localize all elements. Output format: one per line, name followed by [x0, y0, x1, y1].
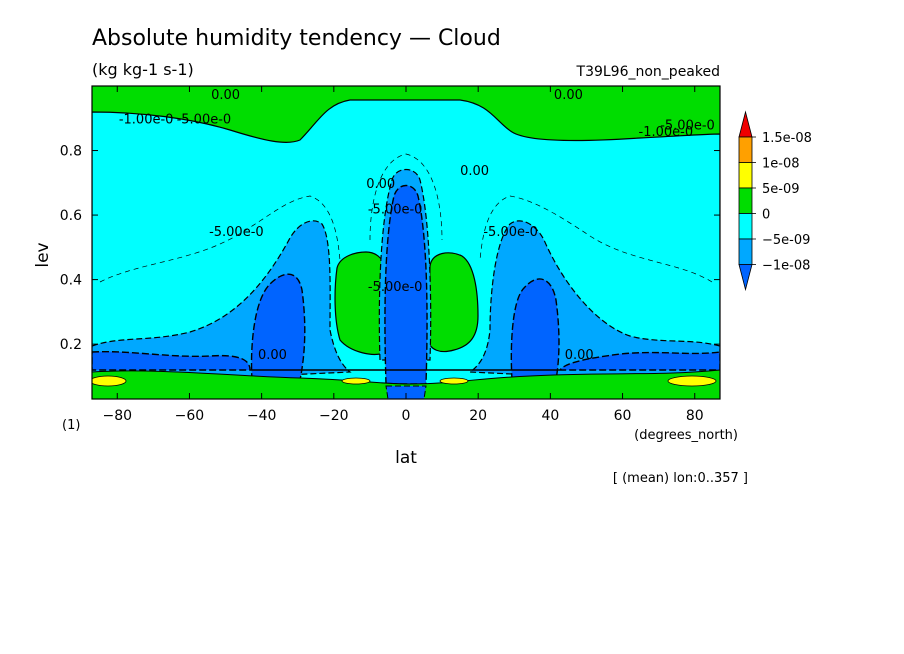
field-yellow-center-left — [341, 377, 371, 385]
axes: −80 −60 −40 −20 0 20 40 60 80 0.2 0.4 0.6 0.8 — [60, 86, 720, 424]
x-tick-label: −60 — [175, 408, 205, 424]
contour-label: -1.00e-0 — [119, 112, 174, 127]
contour-label: 0.00 — [211, 88, 240, 103]
contour-label: 0.00 — [366, 177, 395, 192]
field-yellow-center-right — [439, 377, 469, 385]
chart-subtitle: (kg kg-1 s-1) — [92, 60, 194, 79]
x-tick-label: −40 — [247, 408, 277, 424]
colorbar-cell — [738, 213, 753, 240]
y-tick-label: 0.8 — [60, 144, 82, 160]
x-tick-label: 40 — [541, 408, 559, 424]
colorbar-cell — [738, 238, 753, 265]
y-tick-label: 0.4 — [60, 273, 82, 289]
colorbar-cell — [738, 187, 753, 214]
colorbar-cell — [738, 162, 753, 189]
field-deep-center-tower — [384, 184, 428, 385]
y-unit-label: (1) — [62, 418, 80, 433]
field-deep-lower-band — [92, 350, 720, 371]
field-deep-left-tower — [250, 273, 306, 381]
contour-labels: 0.00 0.00 -5.00e-0 -5.00e-0 -5.00e-0 -5.00e-0… — [119, 88, 715, 363]
colorbar-label: −5e-09 — [762, 233, 810, 248]
averaging-note: [ (mean) lon:0..357 ] — [613, 471, 748, 486]
contour-label: 0.00 — [258, 348, 287, 363]
y-tick-label: 0.6 — [60, 208, 82, 224]
plot-area — [92, 86, 720, 399]
y-tick-label: 0.2 — [60, 337, 82, 353]
y-axis-label: lev — [33, 242, 53, 267]
contour-label: 0.00 — [460, 164, 489, 179]
colorbar-cell — [738, 136, 753, 163]
colorbar-top-arrow — [738, 110, 753, 138]
field-surface-center-column — [385, 385, 427, 399]
contour-dashed-outer-right — [479, 195, 713, 283]
chart-title: Absolute humidity tendency — Cloud — [92, 26, 501, 51]
x-tick-label: 80 — [686, 408, 704, 424]
colorbar-label: 1e-08 — [762, 157, 800, 172]
field-deep-right-tower — [510, 278, 560, 381]
colorbar-label: 1.5e-08 — [762, 131, 812, 146]
experiment-label: T39L96_non_peaked — [576, 64, 720, 80]
colorbar: 1.5e-08 1e-08 5e-09 0 −5e-09 −1e-08 — [738, 110, 812, 292]
field-green-left-bubble — [334, 251, 387, 355]
x-unit-label: (degrees_north) — [634, 428, 738, 443]
field-yellow-left — [92, 375, 127, 387]
contour-label: -5.00e-0 — [177, 112, 232, 127]
colorbar-bottom-arrow — [738, 264, 753, 292]
contour-label: -1.00e-0 — [639, 125, 694, 140]
field-green-surface — [92, 369, 720, 399]
colorbar-label: 0 — [762, 208, 770, 223]
contour-label: -5.00e-0 — [660, 119, 715, 134]
contour-label: 0.00 — [565, 348, 594, 363]
contour-label: -5.00e-0 — [209, 225, 264, 240]
x-tick-label: −20 — [319, 408, 349, 424]
contour-label: -5.00e-0 — [483, 225, 538, 240]
field-green-right-bubble — [427, 252, 479, 353]
colorbar-label: 5e-09 — [762, 182, 800, 197]
x-tick-label: 60 — [614, 408, 632, 424]
contour-label: -5.00e-0 — [368, 280, 423, 295]
contour-dashed-outer-left — [99, 195, 341, 283]
colorbar-label: −1e-08 — [762, 259, 810, 274]
x-tick-label: 20 — [469, 408, 487, 424]
contour-label: -5.00e-0 — [368, 203, 423, 218]
contour-dashed-outer-center — [369, 153, 443, 241]
field-yellow-right — [667, 375, 717, 387]
contour-label: 0.00 — [554, 88, 583, 103]
x-tick-label: 0 — [402, 408, 411, 424]
x-tick-label: −80 — [102, 408, 132, 424]
x-axis-label: lat — [395, 448, 417, 468]
